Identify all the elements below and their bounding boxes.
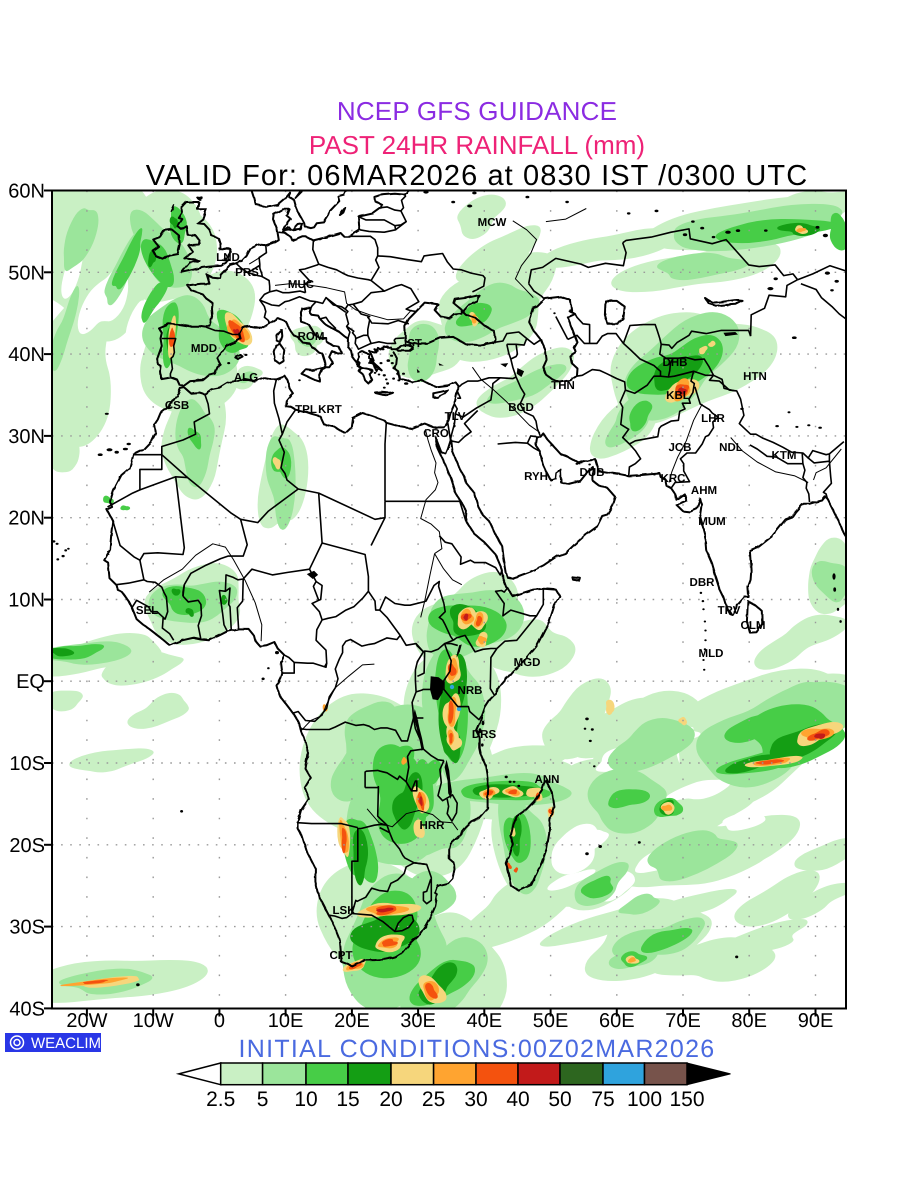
svg-text:20S: 20S <box>9 835 45 857</box>
svg-text:LHR: LHR <box>701 413 725 425</box>
svg-text:CSB: CSB <box>165 400 189 412</box>
svg-text:PRS: PRS <box>235 267 259 279</box>
svg-text:MLD: MLD <box>699 648 724 660</box>
svg-text:DUB: DUB <box>580 467 605 479</box>
svg-text:25: 25 <box>422 1088 445 1111</box>
svg-text:10S: 10S <box>9 753 45 775</box>
svg-text:40: 40 <box>506 1088 529 1111</box>
svg-text:20W: 20W <box>66 1010 107 1032</box>
svg-text:KRC: KRC <box>661 473 686 485</box>
svg-text:THN: THN <box>551 380 575 392</box>
svg-text:MUM: MUM <box>698 516 725 528</box>
svg-text:DRS: DRS <box>472 729 497 741</box>
svg-text:ROM: ROM <box>298 331 325 343</box>
svg-text:TPL: TPL <box>295 404 317 416</box>
svg-text:0: 0 <box>214 1010 225 1032</box>
svg-text:40N: 40N <box>8 344 45 366</box>
svg-text:50N: 50N <box>8 262 45 284</box>
svg-text:TLV: TLV <box>445 411 466 423</box>
svg-text:LSK: LSK <box>333 905 357 917</box>
svg-text:15: 15 <box>336 1088 359 1111</box>
svg-text:WEACLIM: WEACLIM <box>31 1035 101 1052</box>
svg-text:CRO: CRO <box>423 428 449 440</box>
svg-text:5: 5 <box>257 1088 269 1111</box>
svg-text:40E: 40E <box>467 1010 503 1032</box>
svg-text:MGD: MGD <box>514 657 541 669</box>
svg-text:MUC: MUC <box>288 279 314 291</box>
svg-text:10E: 10E <box>268 1010 304 1032</box>
svg-text:PAST 24HR RAINFALL (mm): PAST 24HR RAINFALL (mm) <box>309 130 645 160</box>
svg-text:KRT: KRT <box>318 404 342 416</box>
svg-text:60N: 60N <box>8 181 45 203</box>
svg-text:20N: 20N <box>8 508 45 530</box>
svg-text:LND: LND <box>216 252 240 264</box>
svg-text:HRR: HRR <box>420 820 446 832</box>
svg-text:IST: IST <box>404 338 422 350</box>
svg-text:RYH: RYH <box>524 471 548 483</box>
svg-text:NCEP GFS GUIDANCE: NCEP GFS GUIDANCE <box>337 96 617 126</box>
svg-text:MCW: MCW <box>478 217 507 229</box>
svg-text:150: 150 <box>669 1088 704 1111</box>
svg-text:70E: 70E <box>665 1010 701 1032</box>
svg-text:EQ: EQ <box>16 671 45 693</box>
svg-text:KTM: KTM <box>772 450 797 462</box>
svg-text:30N: 30N <box>8 426 45 448</box>
svg-text:30: 30 <box>464 1088 487 1111</box>
svg-text:10: 10 <box>294 1088 317 1111</box>
svg-text:100: 100 <box>627 1088 662 1111</box>
svg-text:HTN: HTN <box>743 371 767 383</box>
svg-text:20E: 20E <box>334 1010 370 1032</box>
svg-text:BGD: BGD <box>508 402 534 414</box>
svg-text:90E: 90E <box>798 1010 834 1032</box>
svg-text:20: 20 <box>379 1088 402 1111</box>
svg-text:KBL: KBL <box>666 390 690 402</box>
svg-text:INITIAL CONDITIONS:00Z02MAR202: INITIAL CONDITIONS:00Z02MAR2026 <box>238 1035 715 1063</box>
svg-text:DBR: DBR <box>690 577 716 589</box>
svg-text:NRB: NRB <box>458 685 483 697</box>
svg-text:MDD: MDD <box>191 343 217 355</box>
svg-text:80E: 80E <box>731 1010 767 1032</box>
svg-text:AHM: AHM <box>691 485 717 497</box>
svg-text:CLM: CLM <box>741 620 766 632</box>
svg-text:NDL: NDL <box>719 442 743 454</box>
svg-text:DHB: DHB <box>663 357 688 369</box>
svg-text:ALG: ALG <box>234 372 258 384</box>
svg-text:40S: 40S <box>9 998 45 1020</box>
svg-text:10N: 10N <box>8 590 45 612</box>
svg-text:VALID For: 06MAR2026 at 0830 I: VALID For: 06MAR2026 at 0830 IST /0300 U… <box>146 160 809 192</box>
svg-text:SEL: SEL <box>136 605 158 617</box>
svg-text:50E: 50E <box>533 1010 569 1032</box>
svg-text:30S: 30S <box>9 917 45 939</box>
svg-text:CPT: CPT <box>330 950 353 962</box>
svg-text:30E: 30E <box>400 1010 436 1032</box>
svg-text:JCB: JCB <box>668 442 691 454</box>
svg-text:60E: 60E <box>599 1010 635 1032</box>
svg-text:ANN: ANN <box>535 774 560 786</box>
svg-text:TRV: TRV <box>718 605 741 617</box>
svg-text:75: 75 <box>591 1088 614 1111</box>
svg-text:50: 50 <box>548 1088 571 1111</box>
svg-text:2.5: 2.5 <box>206 1088 235 1111</box>
svg-text:10W: 10W <box>133 1010 174 1032</box>
